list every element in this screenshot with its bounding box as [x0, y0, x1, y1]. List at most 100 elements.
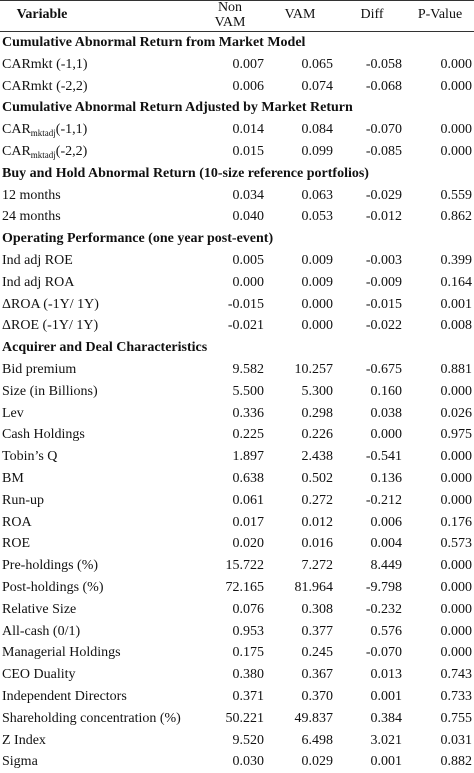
row-label: Pre-holdings (%)	[2, 558, 98, 574]
row-label: CARmkt (-1,1)	[2, 57, 88, 73]
cell-value: 6.498	[301, 732, 334, 748]
label-text: (-2,2)	[55, 144, 88, 159]
cell-value: 0.005	[232, 253, 265, 268]
row-label: Independent Directors	[2, 689, 127, 705]
label-text: Post-holdings (%)	[2, 580, 104, 595]
cell-value: 0.038	[370, 405, 403, 421]
cell-value: 81.964	[294, 580, 334, 595]
cell-value: 0.225	[232, 427, 265, 443]
row-label: Ind adj ROE	[2, 253, 73, 269]
cell-value: 0.020	[232, 536, 265, 552]
label-text: All-cash (0/1)	[2, 623, 81, 639]
cell-value: -0.015	[365, 296, 402, 312]
cell-value: 0.000	[440, 383, 473, 399]
label-text: Lev	[2, 405, 24, 421]
cell-value: 0.160	[370, 383, 403, 399]
label-text: Sigma	[2, 754, 38, 770]
cell-value: 0.029	[301, 754, 334, 770]
cell-value: -0.029	[365, 187, 402, 203]
cell-value: 0.008	[440, 318, 473, 334]
label-text: Shareholding concentration (%)	[2, 710, 181, 726]
label-text: Pre-holdings (%)	[2, 558, 99, 574]
label-text: ΔROE (-1Y/ 1Y)	[2, 318, 99, 334]
label-text: Size (in Billions)	[2, 383, 98, 399]
cell-value: 0.272	[301, 492, 334, 508]
row-label: Tobin’s Q	[2, 449, 57, 465]
cell-value: 0.743	[440, 667, 473, 683]
cell-value: 0.000	[440, 56, 473, 72]
cell-value: 0.377	[301, 623, 334, 639]
cell-value: 0.164	[440, 274, 473, 290]
label-text: Cash Holdings	[2, 427, 85, 443]
cell-value: 0.000	[440, 623, 473, 639]
cell-value: 0.000	[440, 471, 473, 486]
row-label: Bid premium	[2, 362, 76, 378]
row-label: Cash Holdings	[2, 427, 85, 443]
cell-value: 0.953	[232, 623, 265, 639]
cell-value: -0.021	[227, 318, 264, 334]
label-text: (-1,1)	[55, 122, 88, 138]
header-cell: Non VAM	[214, 0, 246, 30]
cell-value: 0.559	[440, 187, 473, 203]
row-label: Lev	[2, 406, 24, 422]
section-title: Cumulative Abnormal Return from Market M…	[2, 35, 306, 50]
cell-value: 2.438	[301, 449, 334, 465]
cell-value: 0.001	[440, 296, 473, 312]
cell-value: 0.009	[301, 274, 334, 290]
cell-value: 0.245	[301, 645, 334, 661]
row-label: Managerial Holdings	[2, 645, 121, 661]
label-text: 24 months	[2, 209, 61, 225]
row-label: Post-holdings (%)	[2, 580, 104, 596]
top-rule	[0, 0, 474, 1]
row-label: All-cash (0/1)	[2, 624, 80, 640]
label-text: ROE	[2, 536, 30, 552]
cell-value: 0.000	[440, 78, 473, 94]
cell-value: 0.053	[301, 209, 334, 225]
label-text: ΔROA (-1Y/ 1Y)	[2, 296, 99, 312]
label-text: Run-up	[2, 492, 44, 508]
cell-value: 0.384	[370, 710, 403, 726]
cell-value: -0.085	[365, 144, 402, 159]
cell-value: 0.000	[440, 601, 473, 617]
cell-value: 0.017	[232, 514, 265, 530]
cell-value: 0.063	[301, 187, 334, 203]
cell-value: 0.000	[370, 427, 403, 443]
cell-value: 0.882	[440, 754, 473, 770]
label-text: Z Index	[2, 732, 46, 748]
header-rule	[0, 31, 474, 32]
cell-value: 0.000	[440, 645, 473, 661]
cell-value: 0.367	[301, 667, 334, 683]
label-text: ROA	[2, 514, 32, 530]
row-label: ROA	[2, 515, 32, 531]
cell-value: 7.272	[301, 558, 334, 574]
row-label: Shareholding concentration (%)	[2, 711, 181, 727]
cell-value: 49.837	[294, 710, 334, 726]
cell-value: 0.065	[301, 56, 334, 72]
section-title: Acquirer and Deal Characteristics	[2, 340, 208, 356]
label-text: Relative Size	[2, 601, 77, 617]
cell-value: 0.176	[440, 514, 473, 530]
cell-value: 0.136	[370, 471, 403, 486]
label-text: Managerial Holdings	[2, 645, 121, 661]
row-label: Relative Size	[2, 602, 76, 618]
cell-value: 0.031	[440, 732, 473, 748]
label-text: Independent Directors	[2, 689, 127, 704]
cell-value: 0.573	[440, 536, 473, 552]
cell-value: -0.015	[227, 296, 264, 312]
cell-value: -0.068	[365, 78, 402, 94]
cell-value: -0.058	[365, 56, 402, 72]
cell-value: -0.012	[365, 209, 402, 225]
header-cell: P-Value	[417, 7, 463, 22]
label-text: Bid premium	[2, 362, 77, 377]
cell-value: -0.070	[365, 645, 402, 661]
cell-value: 9.520	[232, 732, 265, 748]
row-label: CEO Duality	[2, 667, 76, 683]
row-label: ΔROE (-1Y/ 1Y)	[2, 318, 98, 334]
label-subscript: mktadj	[30, 128, 56, 139]
label-text: CARmkt (-1,1)	[2, 56, 88, 72]
cell-value: 0.006	[232, 78, 265, 94]
cell-value: 0.308	[301, 601, 334, 617]
row-label: CARmktadj(-1,1)	[2, 122, 87, 138]
cell-value: 0.862	[440, 209, 473, 225]
